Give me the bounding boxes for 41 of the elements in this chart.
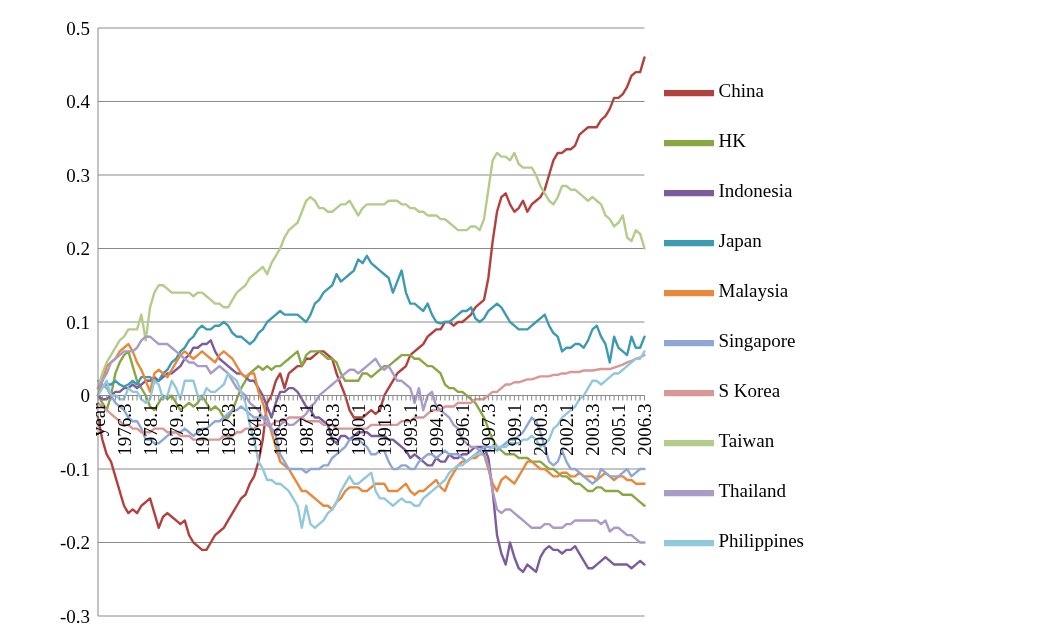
legend-label: Thailand — [718, 480, 787, 502]
x-tick-label: 1993.1 — [399, 403, 421, 456]
x-tick-label: 1990.1 — [347, 403, 369, 456]
y-tick-label: -0.1 — [59, 458, 90, 480]
x-tick-label: 1999.1 — [503, 403, 525, 456]
y-tick-label: 0 — [80, 385, 90, 407]
x-tick-label: 2000.3 — [529, 403, 551, 456]
x-tick-label: 2006.3 — [633, 403, 655, 456]
y-tick-label: 0.2 — [66, 238, 90, 260]
x-tick-label: 1988.3 — [321, 403, 343, 456]
y-tick-label: 0.4 — [66, 91, 91, 113]
x-tick-label: 1996.1 — [451, 403, 473, 456]
x-tick-label: 1991.3 — [373, 403, 395, 456]
x-tick-label: 1997.3 — [477, 403, 499, 456]
x-tick-label: year — [87, 402, 109, 437]
y-tick-label: 0.5 — [66, 17, 90, 39]
legend-label: China — [718, 80, 764, 102]
x-tick-label: 1979.3 — [165, 403, 187, 456]
legend-label: Japan — [718, 230, 762, 252]
legend-label: Malaysia — [718, 280, 789, 302]
x-tick-label: 1976.3 — [113, 403, 135, 456]
legend-label: Philippines — [718, 530, 804, 552]
x-tick-label: 1994.3 — [425, 403, 447, 456]
legend-label: HK — [718, 130, 746, 152]
x-tick-label: 2003.3 — [581, 403, 603, 456]
x-tick-label: 1978.1 — [139, 403, 161, 456]
y-tick-label: 0.1 — [66, 311, 90, 333]
y-tick-label: -0.2 — [59, 532, 90, 554]
y-tick-label: 0.3 — [66, 164, 90, 186]
x-tick-label: 1982.3 — [217, 403, 239, 456]
legend-label: Indonesia — [718, 180, 793, 202]
x-tick-label: 1985.3 — [269, 403, 291, 456]
x-tick-label: 1984.1 — [243, 403, 265, 456]
legend-label: Taiwan — [718, 430, 775, 452]
x-tick-label: 2002.1 — [555, 403, 577, 456]
x-tick-label: 1987.1 — [295, 403, 317, 456]
y-tick-label: -0.3 — [59, 605, 90, 627]
legend-label: S Korea — [718, 380, 781, 402]
x-tick-label: 2005.1 — [607, 403, 629, 456]
x-tick-label: 1981.1 — [191, 403, 213, 456]
legend-label: Singapore — [718, 330, 796, 352]
